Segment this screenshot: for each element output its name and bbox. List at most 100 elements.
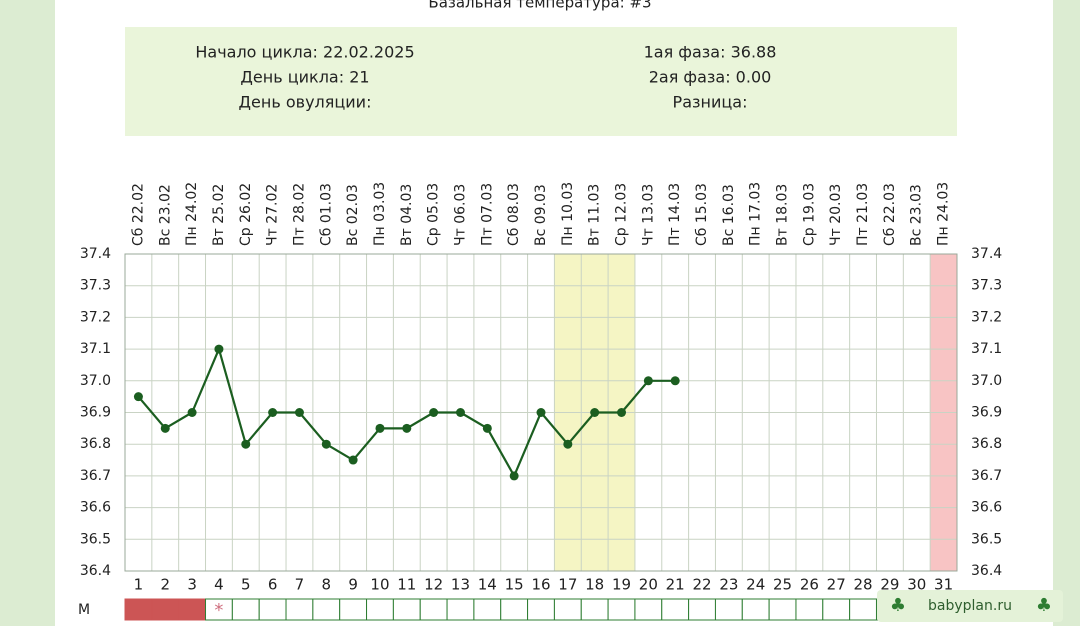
temperature-point (268, 408, 278, 417)
date-label: Вс 02.03 (345, 184, 361, 246)
date-label: Чт 27.02 (265, 184, 281, 246)
m-cell (446, 598, 475, 621)
y-tick-label: 37.4 (80, 246, 111, 262)
temperature-point (429, 408, 439, 417)
m-cell (768, 598, 797, 621)
day-label: 18 (585, 576, 604, 594)
temperature-point (133, 392, 143, 402)
y-tick-label: 37.2 (80, 309, 111, 325)
date-label: Вт 11.03 (587, 184, 603, 246)
m-cell (312, 598, 341, 621)
m-cell (580, 598, 609, 621)
date-label: Ср 05.03 (426, 183, 442, 246)
day-label: 13 (451, 576, 470, 594)
y2-tick-label: 36.7 (971, 468, 1002, 484)
m-marker: * (214, 600, 223, 621)
y-tick-label: 37.0 (80, 373, 111, 389)
day-label: 17 (558, 576, 577, 594)
m-cell (500, 598, 529, 621)
date-label: Пн 24.02 (184, 182, 200, 246)
temperature-point (509, 471, 519, 481)
date-label: Ср 12.03 (614, 183, 630, 246)
date-label: Пн 24.03 (936, 182, 952, 246)
info-box (125, 27, 957, 136)
clover-icon: ♣ (1036, 595, 1052, 616)
date-label: Ср 19.03 (801, 183, 817, 246)
date-label: Ср 26.02 (238, 183, 254, 246)
day-label: 31 (934, 576, 953, 594)
day-label: 12 (424, 576, 443, 594)
chart-title: Базальная температура: #3 (428, 0, 651, 12)
m-cell (231, 598, 260, 621)
m-cell (285, 598, 314, 621)
date-label: Чт 06.03 (452, 184, 468, 246)
m-cell (714, 598, 743, 621)
temperature-point (241, 439, 251, 449)
m-cell (392, 598, 421, 621)
y-tick-label: 37.1 (80, 341, 111, 357)
y-tick-label: 36.6 (80, 500, 111, 516)
date-label: Пт 28.02 (291, 183, 307, 246)
day-label: 3 (187, 576, 197, 594)
day-label: 4 (214, 576, 224, 594)
date-label: Вс 16.03 (721, 184, 737, 246)
temperature-point (482, 423, 492, 433)
info-text: Разница: (673, 93, 748, 112)
m-row-label: М (78, 602, 90, 618)
day-label: 19 (612, 576, 631, 594)
date-label: Пн 03.03 (372, 182, 388, 246)
temperature-point (590, 408, 600, 417)
y2-tick-label: 37.2 (971, 309, 1002, 325)
y-tick-label: 36.9 (80, 405, 111, 421)
temperature-point (321, 439, 331, 449)
day-label: 2 (160, 576, 170, 594)
day-label: 14 (478, 576, 497, 594)
day-label: 10 (370, 576, 389, 594)
day-label: 8 (322, 576, 332, 594)
temperature-point (402, 423, 412, 433)
temperature-point (375, 423, 385, 433)
date-label: Пт 07.03 (479, 183, 495, 246)
m-cell (634, 598, 663, 621)
day-label: 16 (531, 576, 550, 594)
y-tick-label: 36.5 (80, 531, 111, 547)
date-label: Вс 23.02 (157, 184, 173, 246)
date-label: Вс 09.03 (533, 184, 549, 246)
date-label: Сб 22.03 (882, 183, 898, 246)
day-label: 5 (241, 576, 251, 594)
day-label: 25 (773, 576, 792, 594)
day-label: 6 (268, 576, 278, 594)
m-cell (151, 598, 180, 621)
temperature-point (160, 423, 170, 433)
y-tick-label: 37.3 (80, 278, 111, 294)
m-cell (795, 598, 824, 621)
temperature-point (670, 376, 680, 386)
day-label: 27 (827, 576, 846, 594)
date-label: Вт 25.02 (211, 184, 227, 246)
m-cell (822, 598, 851, 621)
day-label: 15 (505, 576, 524, 594)
temperature-point (187, 408, 197, 417)
m-cell (741, 598, 770, 621)
date-label: Пт 14.03 (667, 183, 683, 246)
info-text: День овуляции: (239, 93, 372, 112)
day-label: 29 (880, 576, 899, 594)
date-label: Чт 20.03 (828, 184, 844, 246)
info-text: День цикла: 21 (240, 68, 369, 87)
date-label: Сб 01.03 (318, 183, 334, 246)
date-label: Вт 04.03 (399, 184, 415, 246)
date-label: Сб 15.03 (694, 183, 710, 246)
day-label: 23 (719, 576, 738, 594)
temperature-point (214, 344, 224, 354)
date-label: Вт 18.03 (775, 184, 791, 246)
m-cell (339, 598, 368, 621)
info-text: Начало цикла: 22.02.2025 (195, 43, 414, 62)
m-cell (661, 598, 690, 621)
day-label: 7 (295, 576, 305, 594)
y2-tick-label: 36.8 (971, 436, 1002, 452)
y2-tick-label: 36.9 (971, 405, 1002, 421)
day-label: 1 (134, 576, 144, 594)
m-cell (178, 598, 207, 621)
y2-tick-label: 37.3 (971, 278, 1002, 294)
